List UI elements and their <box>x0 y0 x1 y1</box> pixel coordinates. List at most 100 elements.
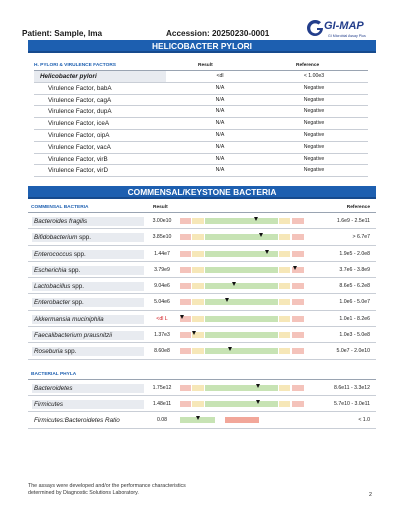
table-row: Enterobacter spp. 5.04e6 1.0e6 - 5.0e7 <box>28 294 376 311</box>
row-reference: Negative <box>303 120 325 127</box>
row-result: 3.00e10 <box>152 218 172 224</box>
range-gauge <box>180 416 304 424</box>
gauge-segment <box>192 348 204 355</box>
row-reference: 3.7e6 - 3.8e9 <box>339 266 370 273</box>
footer-note-line1: The assays were developed and/or the per… <box>28 483 186 489</box>
range-gauge <box>180 347 304 355</box>
row-result: N/A <box>215 143 225 150</box>
report-header: Patient: Sample, Ima Accession: 20250230… <box>22 19 382 46</box>
gauge-segment <box>279 332 291 339</box>
gauge-segment <box>192 234 204 241</box>
gauge-segment <box>279 348 291 355</box>
range-gauge <box>180 249 304 257</box>
gauge-segment <box>192 400 204 407</box>
row-name: Virulence Factor, vacA <box>48 143 111 151</box>
gauge-segment <box>180 299 192 306</box>
accession-number: Accession: 20250230-0001 <box>166 29 270 38</box>
organism-name: Akkermansia muciniphila <box>34 315 104 323</box>
gauge-segment <box>204 283 278 290</box>
footer-note: The assays were developed and/or the per… <box>28 483 288 497</box>
row-reference: 5.7e10 - 3.0e11 <box>334 400 370 407</box>
organism-name: Lactobacillus <box>34 283 71 291</box>
row-name: Virulence Factor, virD <box>48 167 109 175</box>
phyla-header: BACTERIAL PHYLA <box>28 368 376 380</box>
row-name: Firmicutes:Bacteroidetes Ratio <box>32 416 144 425</box>
row-name: Virulence Factor, iceA <box>48 120 110 128</box>
table-row: Bifidobacterium spp. 3.85e10 > 6.7e7 <box>28 229 376 246</box>
row-name: Virulence Factor, virB <box>48 155 108 163</box>
commensal-table-header: COMMENSAL BACTERIA Result Reference <box>28 203 376 213</box>
table-row: Lactobacillus spp. 9.04e6 8.6e5 - 6.2e8 <box>28 278 376 295</box>
gauge-segment <box>204 348 278 355</box>
result-marker <box>179 314 184 319</box>
row-name: Akkermansia muciniphila <box>32 314 144 324</box>
hpylori-table: H. PYLORI & VIRULENCE FACTORS Result Ref… <box>34 60 368 178</box>
gauge-segment <box>291 283 304 290</box>
table-row: Enterococcus spp. 1.44e7 1.9e5 - 2.0e8 <box>28 246 376 262</box>
gauge-segment <box>291 400 304 407</box>
row-name: Enterobacter spp. <box>32 298 144 308</box>
table-row: Bacteroidetes 1.75e12 8.6e11 - 3.3e12 <box>28 380 376 396</box>
gauge-segment <box>180 250 192 257</box>
gauge-segment <box>204 250 278 257</box>
row-reference: Negative <box>303 131 325 138</box>
gi-map-logo: GI-MAP GI Microbial Assay Plus <box>304 18 382 44</box>
row-result: 1.48e11 <box>152 400 172 407</box>
organism-spp: spp. <box>68 266 81 274</box>
organism-spp: spp. <box>64 348 77 356</box>
gauge-segment <box>291 218 304 224</box>
result-marker <box>228 347 233 352</box>
gi-map-logo-icon <box>307 19 323 36</box>
logo-subtitle: GI Microbial Assay Plus <box>328 34 366 38</box>
row-result: 9.04e6 <box>154 283 170 290</box>
row-result: 8.60e8 <box>154 348 170 355</box>
range-gauge <box>180 399 304 407</box>
row-result: N/A <box>215 108 225 115</box>
gauge-segment <box>291 250 304 257</box>
gauge-segment <box>180 332 192 339</box>
row-reference: Negative <box>303 143 325 150</box>
organism-name: Bacteroidetes <box>34 384 73 392</box>
result-marker <box>259 233 264 238</box>
range-gauge <box>180 298 304 306</box>
commensal-table: COMMENSAL BACTERIA Result Reference Bact… <box>28 203 376 429</box>
organism-name: Faecalibacterium prausnitzii <box>34 332 113 340</box>
table-row: Virulence Factor, cagA N/A Negative <box>34 95 368 107</box>
range-gauge <box>180 217 304 224</box>
result-marker <box>255 383 260 388</box>
row-name: Roseburia spp. <box>32 347 144 357</box>
gauge-segment <box>192 315 204 322</box>
gauge-segment <box>192 384 204 391</box>
gauge-segment <box>180 348 192 355</box>
row-result: <dl L <box>156 315 168 322</box>
result-marker <box>265 249 270 254</box>
row-reference: 1.0e1 - 8.2e6 <box>339 315 370 322</box>
range-gauge <box>180 383 304 391</box>
result-marker <box>292 265 297 270</box>
row-result: 1.44e7 <box>154 250 170 257</box>
organism-name: Enterobacter <box>34 299 71 307</box>
range-gauge <box>180 282 304 290</box>
hpylori-table-header: H. PYLORI & VIRULENCE FACTORS Result Ref… <box>34 60 368 71</box>
row-result: 1.75e12 <box>152 384 172 391</box>
gauge-segment <box>204 384 278 391</box>
table-row: Virulence Factor, babA N/A Negative <box>34 83 368 95</box>
row-result: N/A <box>215 131 225 138</box>
organism-name: Enterococcus <box>34 250 73 258</box>
organism-spp: spp. <box>72 283 85 291</box>
gauge-segment <box>180 283 192 290</box>
organism-name: Firmicutes <box>34 400 64 408</box>
row-name: Bacteroidetes <box>32 383 144 393</box>
row-reference: 5.0e7 - 2.0e10 <box>336 348 370 355</box>
gauge-segment <box>279 250 291 257</box>
table-row: Escherichia spp. 3.79e9 3.7e6 - 3.8e9 <box>28 262 376 279</box>
gauge-segment <box>279 218 291 224</box>
gauge-segment <box>204 332 278 339</box>
row-name: Helicobacter pylori <box>34 71 166 82</box>
result-marker <box>255 399 260 404</box>
row-name: Virulence Factor, oipA <box>48 131 110 139</box>
row-result: N/A <box>215 96 225 103</box>
row-reference: Negative <box>303 167 325 174</box>
gauge-segment <box>192 266 204 273</box>
organism-name: Escherichia <box>34 266 67 274</box>
